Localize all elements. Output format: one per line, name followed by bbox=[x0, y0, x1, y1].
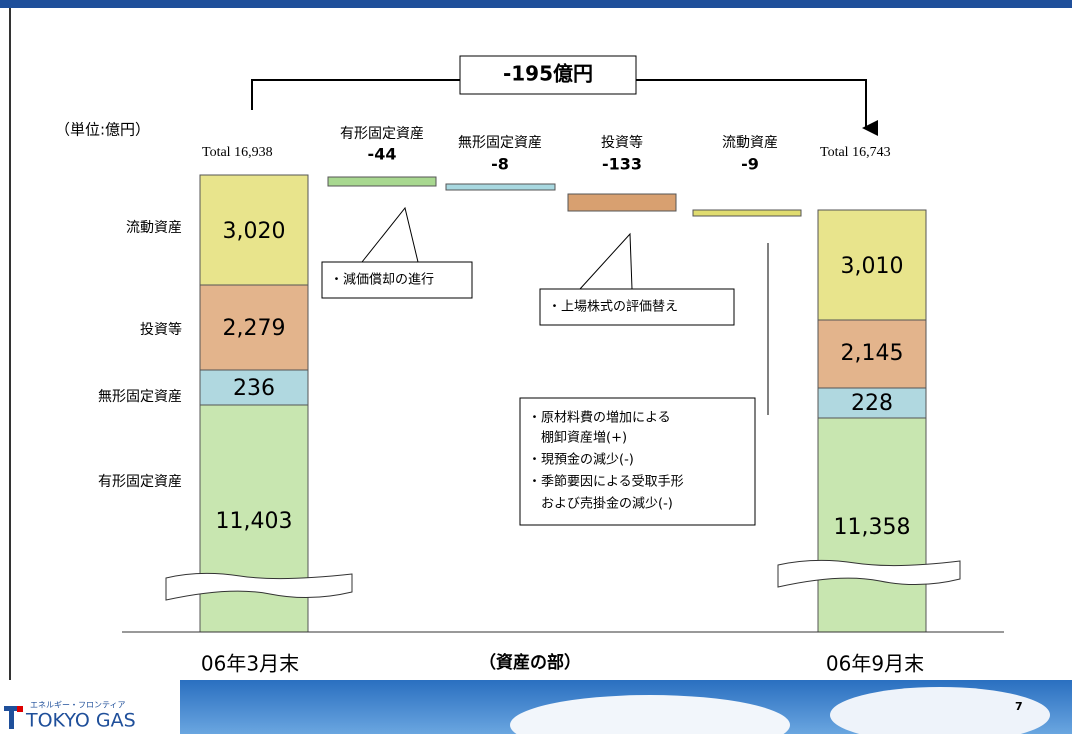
segment-name: 有形固定資産 bbox=[98, 474, 182, 490]
note: ・減価償却の進行 bbox=[330, 272, 434, 288]
note: ・原材料費の増加による bbox=[528, 411, 671, 426]
difference: -195億円 bbox=[503, 62, 593, 86]
logo-name: TOKYO GAS bbox=[25, 710, 136, 732]
note: ・現預金の減少(-) bbox=[528, 452, 634, 468]
note: ・季節要因による受取手形 bbox=[528, 475, 684, 490]
change-name: 流動資産 bbox=[722, 135, 778, 151]
change-name: 有形固定資産 bbox=[340, 126, 424, 142]
change-value: -44 bbox=[368, 145, 397, 164]
segment-name: 流動資産 bbox=[126, 220, 182, 236]
logo-mark bbox=[9, 711, 14, 729]
change-name: 投資等 bbox=[601, 134, 643, 151]
segment-value: 236 bbox=[233, 376, 275, 401]
change-value: -9 bbox=[741, 155, 759, 174]
logo-mark bbox=[4, 706, 18, 711]
note: 棚卸資産増(+) bbox=[528, 430, 627, 446]
segment-value: 228 bbox=[851, 391, 893, 416]
unit: （単位:億円） bbox=[55, 121, 150, 139]
note: および売掛金の減少(-) bbox=[528, 496, 673, 512]
segment-value: 2,279 bbox=[223, 316, 286, 341]
period: 06年3月末 bbox=[201, 652, 299, 676]
segment-name: 無形固定資産 bbox=[98, 389, 182, 405]
period: 06年9月末 bbox=[826, 652, 924, 676]
change-bar bbox=[446, 184, 555, 190]
segment-value: 3,010 bbox=[841, 254, 904, 279]
segment-value: 11,403 bbox=[216, 509, 293, 534]
change-name: 無形固定資産 bbox=[458, 135, 542, 151]
segment-value: 11,358 bbox=[834, 515, 911, 540]
logo-tagline: エネルギー・フロンティア bbox=[30, 701, 126, 710]
change-value: -133 bbox=[602, 155, 642, 174]
note: ・上場株式の評価替え bbox=[548, 300, 678, 315]
page-number: 7 bbox=[1015, 700, 1023, 713]
slide: エネルギー・フロンティア TOKYO GAS 7 -195億円 （単位:億円） … bbox=[0, 0, 1072, 734]
total-after: Total 16,743 bbox=[820, 145, 891, 160]
segment-name: 投資等 bbox=[140, 321, 182, 338]
top-band bbox=[0, 0, 1072, 8]
change-bar bbox=[693, 210, 801, 216]
segment-value: 2,145 bbox=[841, 341, 904, 366]
total-before: Total 16,938 bbox=[202, 145, 273, 160]
change-bar bbox=[568, 194, 676, 211]
logo-mark bbox=[17, 706, 23, 712]
segment-value: 3,020 bbox=[223, 219, 286, 244]
change-value: -8 bbox=[491, 155, 509, 174]
change-bar bbox=[328, 177, 436, 186]
section: （資産の部） bbox=[479, 652, 581, 673]
